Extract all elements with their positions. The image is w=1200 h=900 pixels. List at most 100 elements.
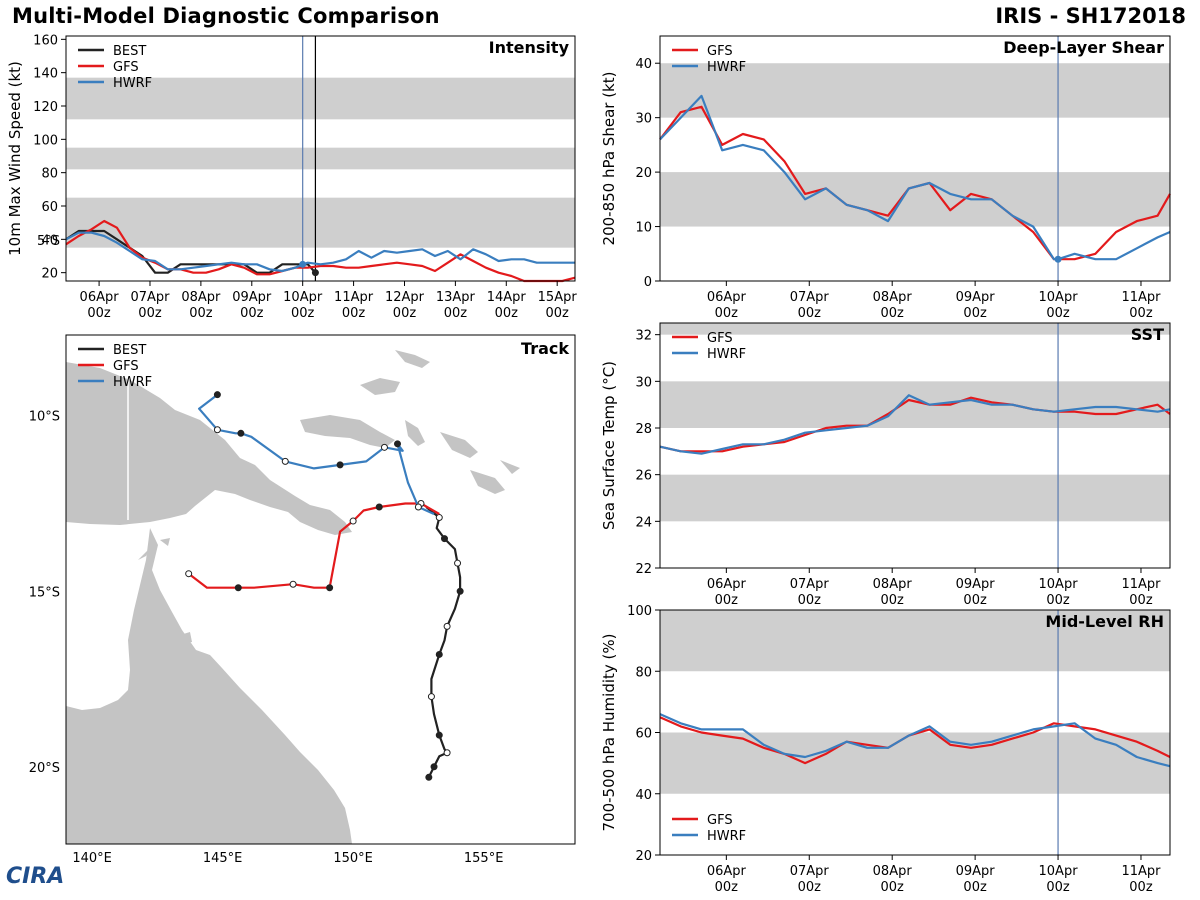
- shear-band: [660, 63, 1170, 118]
- map-lon-label: 140°E: [72, 851, 112, 866]
- sst-xtick-label: 08Apr: [873, 577, 913, 592]
- intensity-hwrf-marker: [299, 260, 307, 268]
- shear-ytick-label: 0: [644, 275, 652, 290]
- sst-legend-label: HWRF: [707, 347, 746, 362]
- track-point-best: [443, 749, 451, 757]
- rh-ytick-label: 100: [627, 604, 652, 619]
- shear-ytick-label: 10: [635, 221, 652, 236]
- intensity-xtick-sublabel: 00z: [240, 306, 264, 321]
- shear-legend-label: HWRF: [707, 60, 746, 75]
- track-point-hwrf: [237, 429, 245, 437]
- intensity-xtick-sublabel: 00z: [87, 306, 111, 321]
- track-point-hwrf: [394, 440, 402, 448]
- intensity-xtick-sublabel: 00z: [495, 306, 519, 321]
- track-point-gfs: [289, 580, 297, 588]
- track-title: Track: [521, 339, 569, 358]
- track-line-hwrf: [198, 393, 435, 516]
- shear-legend-label: GFS: [707, 44, 733, 59]
- track-point-hwrf: [213, 391, 221, 399]
- map-lon-label: 150°E: [333, 851, 373, 866]
- shear-frame: [659, 35, 1171, 282]
- track-point-hwrf: [281, 457, 289, 465]
- sst-ytick-label: 30: [635, 375, 652, 390]
- track-point-best: [425, 773, 433, 781]
- shear-panel: 01020304006Apr00z07Apr00z08Apr00z09Apr00…: [600, 35, 1171, 321]
- track-point-best: [427, 693, 435, 701]
- rh-xtick-sublabel: 00z: [881, 880, 905, 895]
- intensity-xtick-sublabel: 00z: [342, 306, 366, 321]
- track-point-hwrf: [414, 503, 422, 511]
- shear-series-hwrf: [659, 94, 1171, 261]
- map-lat-label: 10°S: [29, 410, 60, 425]
- sst-band: [660, 381, 1170, 428]
- sst-xtick-label: 07Apr: [790, 577, 830, 592]
- shear-xtick-sublabel: 00z: [963, 306, 987, 321]
- shear-xtick-sublabel: 00z: [1046, 306, 1070, 321]
- sst-ytick-label: 28: [635, 422, 652, 437]
- rh-xtick-label: 11Apr: [1121, 864, 1161, 879]
- shear-ytick-label: 20: [635, 166, 652, 181]
- rh-xtick-label: 09Apr: [956, 864, 996, 879]
- shear-band: [660, 172, 1170, 227]
- track-point-best: [435, 650, 443, 658]
- shear-xtick-sublabel: 00z: [881, 306, 905, 321]
- sst-series-hwrf: [659, 394, 1171, 455]
- rh-xtick-sublabel: 00z: [715, 880, 739, 895]
- rh-xtick-sublabel: 00z: [1129, 880, 1153, 895]
- sst-xtick-label: 09Apr: [956, 577, 996, 592]
- intensity-xtick-sublabel: 00z: [189, 306, 213, 321]
- map-lat-label: 20°S: [29, 761, 60, 776]
- intensity-ytick-label: 60: [41, 200, 58, 215]
- sst-xtick-sublabel: 00z: [798, 593, 822, 608]
- rh-title: Mid-Level RH: [1045, 612, 1164, 631]
- shear-xtick-label: 11Apr: [1121, 290, 1161, 305]
- intensity-xtick-label: 11Apr: [334, 290, 374, 305]
- rh-series-hwrf: [659, 713, 1171, 768]
- shear-xtick-label: 09Apr: [956, 290, 996, 305]
- rh-xtick-sublabel: 00z: [1046, 880, 1070, 895]
- intensity-xtick-sublabel: 00z: [291, 306, 315, 321]
- track-point-hwrf: [336, 461, 344, 469]
- sst-band: [660, 323, 1170, 335]
- track-point-best: [456, 587, 464, 595]
- shear-ylabel: 200-850 hPa Shear (kt): [600, 72, 618, 246]
- shear-marker: [1054, 255, 1062, 263]
- rh-xtick-sublabel: 00z: [798, 880, 822, 895]
- track-legend-label: BEST: [113, 343, 146, 358]
- sst-xtick-label: 10Apr: [1039, 577, 1079, 592]
- track-point-hwrf: [380, 443, 388, 451]
- intensity-ytick-label: 40: [41, 233, 58, 248]
- track-point-gfs: [349, 517, 357, 525]
- shear-ytick-label: 40: [635, 57, 652, 72]
- intensity-xtick-label: 15Apr: [538, 290, 578, 305]
- sst-xtick-label: 06Apr: [707, 577, 747, 592]
- sst-legend-label: GFS: [707, 331, 733, 346]
- track-legend-label: HWRF: [113, 375, 152, 390]
- rh-series-gfs: [659, 716, 1171, 765]
- sst-title: SST: [1131, 325, 1164, 344]
- rh-ytick-label: 60: [635, 727, 652, 742]
- intensity-band: [66, 147, 575, 170]
- cira-logo: CIRA: [6, 864, 65, 889]
- shear-xtick-label: 07Apr: [790, 290, 830, 305]
- intensity-xtick-label: 07Apr: [130, 290, 170, 305]
- intensity-xtick-sublabel: 00z: [138, 306, 162, 321]
- shear-xtick-label: 06Apr: [707, 290, 747, 305]
- rh-band: [660, 610, 1170, 672]
- intensity-ytick-label: 100: [33, 133, 58, 148]
- sst-xtick-sublabel: 00z: [1129, 593, 1153, 608]
- intensity-xtick-label: 14Apr: [487, 290, 527, 305]
- sst-ytick-label: 26: [635, 469, 652, 484]
- intensity-xtick-label: 09Apr: [232, 290, 272, 305]
- track-point-hwrf: [213, 426, 221, 434]
- sst-xtick-sublabel: 00z: [881, 593, 905, 608]
- intensity-panel: 2040608010012014016006Apr00z07Apr00z08Ap…: [6, 33, 577, 321]
- intensity-xtick-label: 08Apr: [181, 290, 221, 305]
- track-legend-label: GFS: [113, 359, 139, 374]
- shear-xtick-sublabel: 00z: [798, 306, 822, 321]
- sst-ytick-label: 24: [635, 515, 652, 530]
- intensity-legend-label: GFS: [113, 60, 139, 75]
- intensity-series-hwrf: [65, 231, 575, 273]
- sst-xtick-sublabel: 00z: [963, 593, 987, 608]
